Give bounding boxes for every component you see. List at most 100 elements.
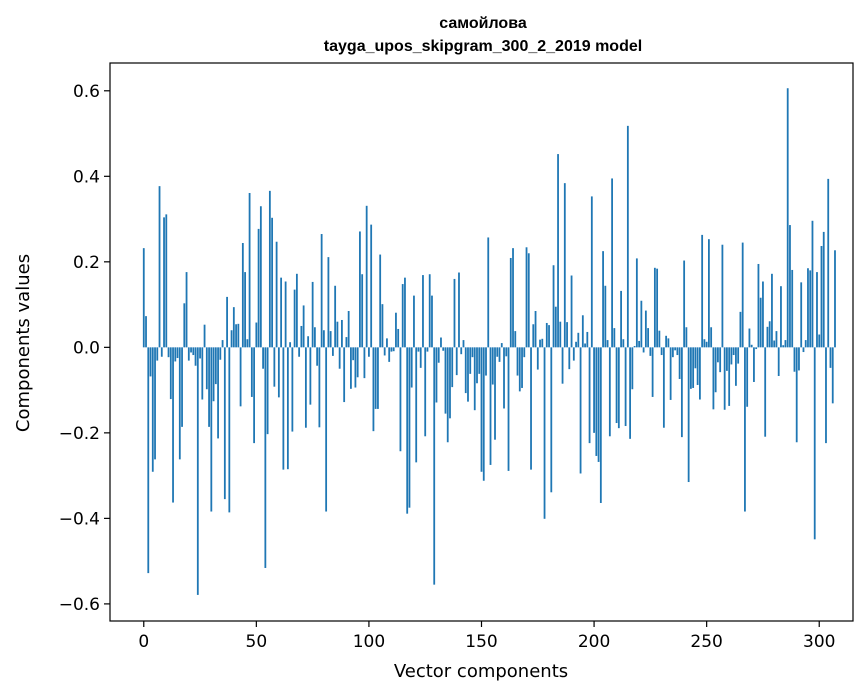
bar bbox=[572, 347, 575, 361]
bar bbox=[446, 347, 449, 443]
bar bbox=[669, 347, 672, 400]
bar bbox=[392, 347, 395, 352]
y-tick-label: 0.6 bbox=[73, 82, 100, 102]
y-tick-label: 0.4 bbox=[73, 167, 100, 187]
bar bbox=[822, 231, 825, 348]
bar bbox=[347, 311, 350, 348]
x-tick-label: 300 bbox=[803, 632, 835, 652]
bar bbox=[165, 214, 168, 348]
bar bbox=[476, 347, 478, 384]
bar bbox=[689, 347, 692, 389]
bar bbox=[789, 225, 791, 348]
bar bbox=[723, 347, 726, 410]
x-tick-label: 0 bbox=[138, 632, 149, 652]
bar bbox=[151, 347, 154, 472]
x-axis-ticks: 0 50 100 150 200 250 300 bbox=[138, 621, 835, 652]
bar bbox=[286, 347, 289, 470]
bar bbox=[611, 178, 613, 348]
bar bbox=[221, 340, 224, 348]
bar bbox=[750, 344, 753, 348]
bar bbox=[178, 347, 181, 460]
bar bbox=[791, 269, 794, 348]
bar bbox=[708, 239, 710, 348]
bar bbox=[273, 347, 276, 387]
bar bbox=[372, 347, 375, 432]
bar bbox=[543, 347, 546, 519]
bar bbox=[440, 337, 442, 348]
bar bbox=[735, 347, 737, 386]
bar bbox=[602, 251, 604, 348]
bar bbox=[451, 347, 454, 388]
bar bbox=[816, 272, 818, 348]
bar bbox=[404, 277, 406, 348]
bar bbox=[158, 186, 161, 348]
bar bbox=[766, 326, 769, 348]
bar bbox=[239, 347, 242, 407]
bar bbox=[253, 347, 255, 444]
bar bbox=[550, 347, 553, 493]
bar bbox=[359, 231, 361, 348]
bar bbox=[149, 347, 152, 377]
bar bbox=[530, 347, 532, 470]
bar bbox=[350, 347, 352, 389]
bar bbox=[365, 205, 368, 348]
bar bbox=[678, 347, 681, 379]
bar bbox=[811, 220, 814, 348]
x-tick-label: 50 bbox=[246, 632, 268, 652]
bar bbox=[395, 312, 397, 348]
bar bbox=[773, 340, 776, 348]
bar bbox=[642, 347, 645, 353]
bar bbox=[336, 321, 339, 348]
bar bbox=[469, 347, 472, 374]
bar bbox=[309, 347, 312, 405]
bar bbox=[322, 330, 325, 348]
bar bbox=[696, 347, 699, 385]
bar bbox=[455, 347, 458, 376]
bar bbox=[575, 341, 577, 348]
bar bbox=[604, 285, 607, 348]
bar bbox=[194, 347, 197, 366]
bar bbox=[284, 281, 287, 348]
bar bbox=[199, 347, 201, 359]
bar bbox=[471, 347, 474, 358]
chart-title: самойлова bbox=[439, 15, 527, 32]
chart-subtitle: tayga_upos_skipgram_300_2_2019 model bbox=[324, 38, 642, 55]
bar bbox=[595, 347, 598, 456]
bar bbox=[717, 347, 719, 363]
bar bbox=[732, 347, 735, 356]
bar bbox=[338, 347, 341, 369]
bar bbox=[656, 268, 659, 348]
bar bbox=[712, 347, 715, 410]
bar bbox=[334, 285, 337, 348]
bar bbox=[597, 347, 600, 462]
bars-layer bbox=[142, 88, 839, 595]
bar bbox=[424, 347, 427, 437]
bar bbox=[325, 347, 328, 512]
bar bbox=[417, 347, 420, 352]
bar bbox=[464, 347, 467, 394]
bar bbox=[662, 347, 665, 428]
bar bbox=[518, 347, 521, 392]
bar bbox=[768, 321, 771, 348]
bar bbox=[275, 241, 278, 348]
bar bbox=[192, 347, 195, 356]
x-tick-label: 150 bbox=[465, 632, 497, 652]
bar bbox=[174, 347, 177, 362]
bar bbox=[190, 347, 192, 353]
bar bbox=[748, 328, 751, 348]
bar bbox=[316, 347, 319, 366]
bar bbox=[793, 347, 796, 372]
bar bbox=[757, 263, 760, 348]
bar bbox=[255, 322, 258, 348]
bar bbox=[676, 347, 679, 356]
bar bbox=[545, 322, 548, 348]
bar bbox=[327, 257, 330, 348]
bar bbox=[674, 347, 677, 351]
bar bbox=[293, 289, 296, 348]
bar bbox=[635, 258, 638, 348]
bar bbox=[437, 347, 440, 363]
bar bbox=[147, 347, 150, 574]
bar bbox=[728, 347, 731, 406]
bar bbox=[516, 347, 519, 376]
bar bbox=[295, 273, 298, 348]
